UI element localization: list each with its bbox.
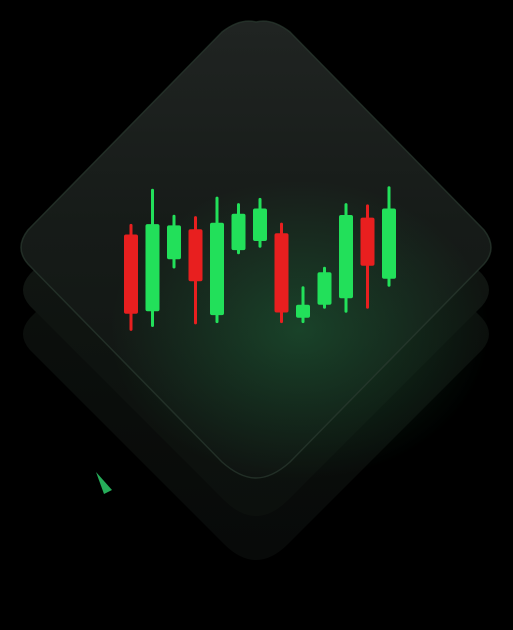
candle-body-bear: [188, 229, 203, 282]
candle-body-bear: [274, 233, 289, 313]
tile-top-rim: [20, 20, 492, 479]
candle-body-bull: [167, 225, 181, 260]
candle-body-bull: [296, 304, 310, 318]
edge-glow-accent: [96, 472, 112, 494]
candle-body-bull: [253, 208, 267, 241]
candle-body-bull: [231, 213, 246, 251]
candle-body-bull: [210, 222, 224, 316]
candle-body-bull: [339, 215, 353, 299]
candle-body-bull: [382, 208, 396, 279]
candle-body-bear: [360, 217, 375, 266]
candle-body-bear: [124, 234, 138, 314]
candle-body-bull: [317, 272, 332, 305]
candlestick-chart: [124, 186, 396, 331]
candle-body-bull: [145, 224, 160, 312]
tile-glow: [110, 180, 490, 480]
